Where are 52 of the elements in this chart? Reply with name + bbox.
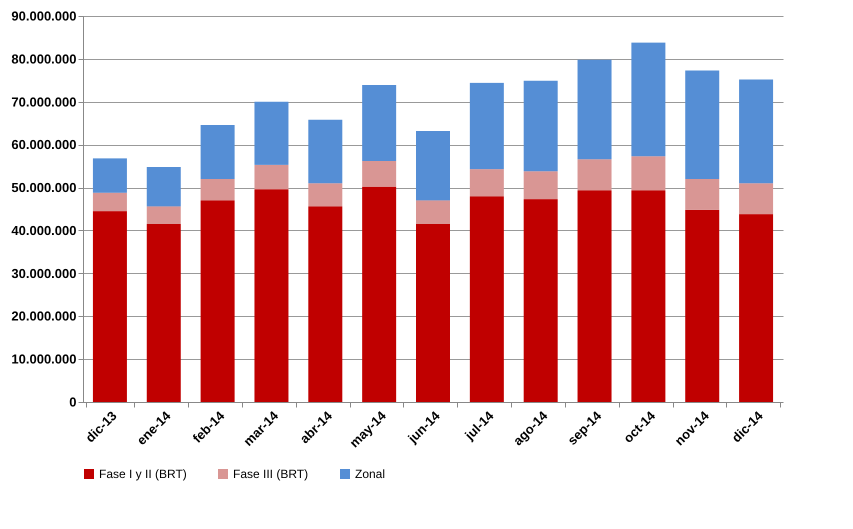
bar xyxy=(146,206,181,224)
y-tick-label: 80.000.000 xyxy=(11,51,76,66)
bar xyxy=(578,159,612,191)
bar xyxy=(362,85,396,161)
bar xyxy=(631,42,666,156)
bar xyxy=(92,158,127,193)
legend-label: Fase I y II (BRT) xyxy=(99,467,187,481)
bar xyxy=(416,130,450,200)
bar xyxy=(524,80,558,172)
legend-label: Zonal xyxy=(355,467,386,481)
bar xyxy=(631,156,666,191)
bar xyxy=(254,189,288,402)
bar xyxy=(524,171,558,200)
bar xyxy=(308,206,342,402)
y-tick-label: 70.000.000 xyxy=(11,94,76,110)
bar xyxy=(578,190,612,402)
y-tick-label: 50.000.000 xyxy=(11,180,76,196)
bar xyxy=(416,200,450,224)
bar xyxy=(739,183,774,214)
bar xyxy=(416,224,450,402)
bar xyxy=(146,224,181,402)
bar xyxy=(362,186,396,402)
bar xyxy=(470,82,504,170)
bar xyxy=(470,196,504,402)
bar xyxy=(739,214,774,402)
bar xyxy=(362,160,396,187)
bar xyxy=(739,79,774,184)
bar xyxy=(200,178,235,200)
bar xyxy=(254,164,288,190)
bar xyxy=(524,199,558,402)
bar xyxy=(685,178,720,210)
y-tick-label: 90.000.000 xyxy=(11,8,76,24)
y-tick-label: 60.000.000 xyxy=(11,137,76,152)
bar xyxy=(685,210,720,402)
y-tick-label: 40.000.000 xyxy=(11,222,76,238)
bar xyxy=(146,166,181,206)
bar xyxy=(92,211,127,402)
y-tick-label: 30.000.000 xyxy=(11,266,76,281)
bar xyxy=(685,70,720,179)
y-tick-label: 20.000.000 xyxy=(11,308,76,324)
bar xyxy=(254,102,288,165)
bar xyxy=(200,200,235,402)
bar xyxy=(631,190,666,402)
y-tick-label: 10.000.000 xyxy=(11,352,76,367)
bar xyxy=(92,192,127,212)
bar xyxy=(308,183,342,206)
bar xyxy=(308,120,342,184)
legend-label: Fase III (BRT) xyxy=(233,467,308,481)
bar xyxy=(470,169,504,197)
bar xyxy=(200,124,235,179)
y-tick-label: 0 xyxy=(69,394,76,410)
bar xyxy=(578,60,612,160)
